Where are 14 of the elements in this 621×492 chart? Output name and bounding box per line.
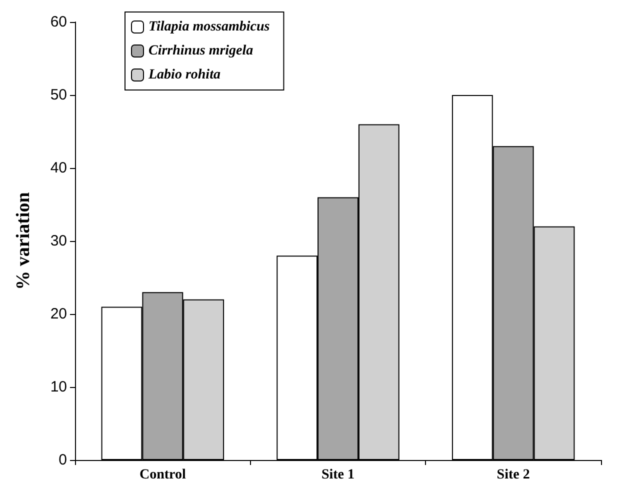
y-tick-label: 50 — [50, 86, 67, 104]
legend-label: Tilapia mossambicus — [148, 20, 270, 34]
x-tick-label: Site 1 — [321, 468, 355, 482]
y-tick-label: 20 — [50, 306, 67, 322]
y-tick-label: 0 — [58, 452, 67, 468]
y-tick-label: 10 — [50, 378, 67, 396]
x-tick-label: Control — [139, 468, 186, 482]
y-tick-label: 30 — [50, 232, 67, 250]
legend-label: Labio rohita — [148, 68, 220, 82]
y-axis-title: % variation — [13, 192, 34, 290]
x-tick-label: Site 2 — [496, 468, 530, 482]
y-tick-label: 40 — [50, 160, 67, 176]
legend-label: Cirrhinus mrigela — [148, 44, 254, 58]
y-tick-label: 60 — [50, 14, 67, 30]
